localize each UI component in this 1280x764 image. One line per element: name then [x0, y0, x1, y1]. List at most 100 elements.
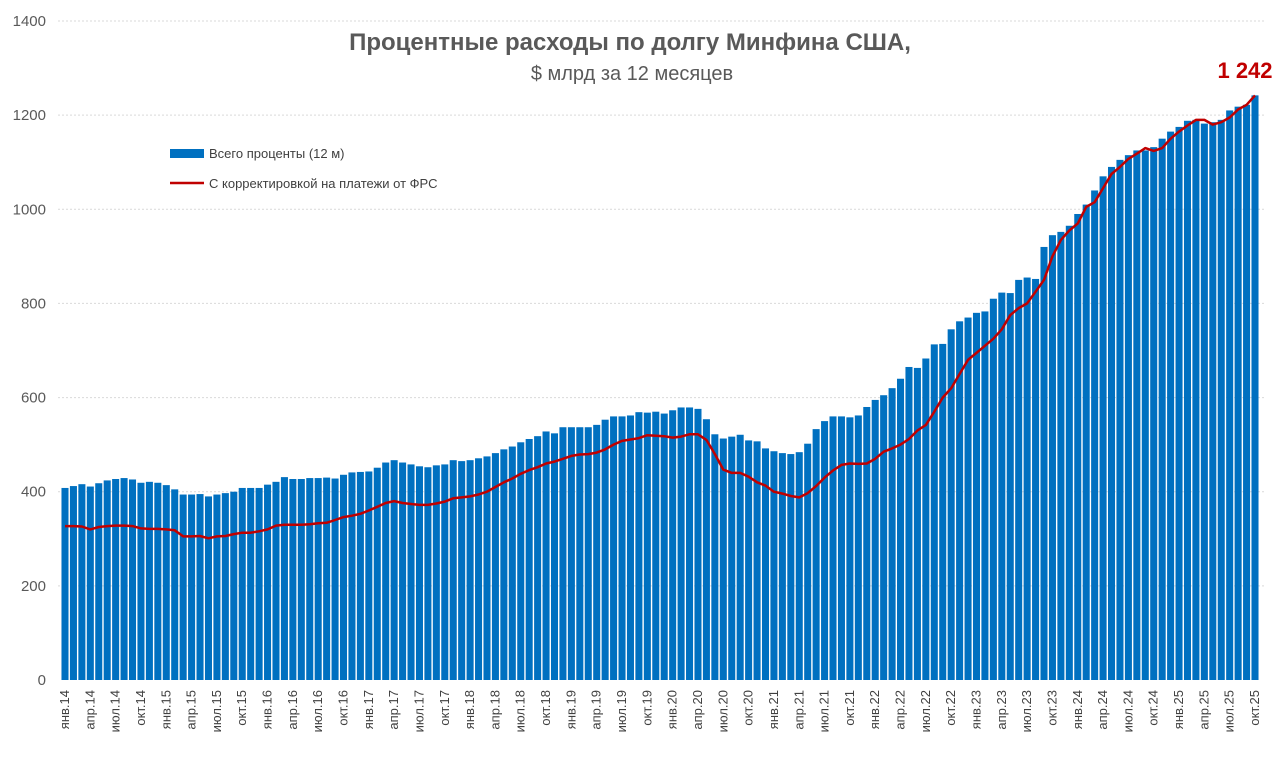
bar: [1023, 277, 1031, 680]
x-tick-label: окт.18: [538, 690, 553, 726]
bar: [736, 434, 744, 680]
x-tick-label: янв.20: [665, 690, 680, 729]
x-tick-label: июл.20: [715, 690, 730, 732]
bar: [1065, 225, 1073, 680]
bar: [593, 424, 601, 680]
x-axis-ticks: янв.14 апр.14 июл.14 окт.14 янв.15 апр.15 июл.…: [57, 690, 1262, 732]
bar: [230, 491, 238, 680]
x-tick-label: янв.25: [1171, 690, 1186, 729]
bar: [1116, 159, 1124, 680]
y-tick-label: 400: [21, 484, 46, 501]
bar: [989, 298, 997, 680]
bar: [264, 484, 272, 680]
bar: [888, 388, 896, 680]
bar: [947, 329, 955, 680]
bar: [1032, 278, 1040, 680]
x-tick-label: апр.24: [1095, 690, 1110, 730]
bar: [1226, 110, 1234, 680]
bar: [559, 427, 567, 680]
y-tick-label: 1400: [13, 13, 46, 30]
bar: [390, 460, 398, 680]
bar: [247, 487, 255, 680]
x-tick-label: апр.17: [386, 690, 401, 730]
chart-title: Процентные расходы по долгу Минфина США,: [349, 29, 911, 56]
bar: [1251, 95, 1259, 680]
last-value-label: 1 242: [1217, 58, 1272, 83]
bar: [1141, 150, 1149, 681]
bar: [1183, 120, 1192, 680]
bar: [154, 482, 162, 680]
bar: [204, 496, 212, 680]
bar: [120, 478, 128, 680]
bar: [1133, 150, 1141, 681]
x-tick-label: янв.24: [1070, 690, 1085, 729]
bar: [297, 479, 305, 680]
bar: [804, 443, 812, 680]
x-tick-label: янв.16: [260, 690, 275, 729]
y-tick-label: 0: [38, 672, 46, 689]
bar: [601, 419, 609, 680]
bar: [69, 486, 77, 680]
y-tick-label: 600: [21, 390, 46, 407]
bar: [128, 479, 137, 680]
bar: [272, 481, 280, 680]
bar: [1108, 166, 1116, 680]
bar: [981, 311, 989, 680]
legend: Всего проценты (12 м) С корректировкой н…: [170, 146, 437, 191]
bar: [711, 434, 719, 680]
bar: [930, 344, 938, 680]
bar: [196, 494, 204, 680]
x-tick-label: апр.20: [690, 690, 705, 730]
bar: [694, 408, 702, 680]
x-tick-label: июл.23: [1019, 690, 1034, 732]
bar: [1209, 122, 1217, 681]
x-tick-label: июл.24: [1120, 690, 1135, 732]
x-tick-label: апр.15: [184, 690, 199, 730]
bar: [837, 416, 845, 680]
bar: [1175, 126, 1183, 681]
bar: [500, 449, 508, 680]
bar: [112, 479, 120, 680]
bar: [314, 478, 322, 680]
bar: [491, 453, 499, 680]
x-tick-label: июл.15: [209, 690, 224, 732]
x-tick-label: янв.14: [57, 690, 72, 729]
bar: [238, 487, 246, 680]
bar: [939, 343, 947, 680]
x-tick-label: окт.17: [437, 690, 452, 726]
bar: [972, 312, 981, 680]
bar: [550, 433, 559, 680]
bar: [348, 472, 356, 680]
bar: [179, 494, 187, 680]
bar: [728, 436, 736, 680]
bar: [449, 460, 457, 680]
bar: [584, 427, 592, 680]
bar: [517, 442, 525, 680]
bar: [871, 399, 879, 680]
bar: [956, 321, 964, 680]
x-tick-label: окт.15: [234, 690, 249, 726]
bar: [686, 407, 694, 680]
bar: [778, 453, 786, 680]
bar: [407, 464, 415, 680]
bar: [399, 462, 407, 680]
bar: [1048, 235, 1056, 681]
bar: [78, 484, 86, 680]
x-tick-label: июл.21: [817, 690, 832, 732]
bar: [289, 479, 297, 680]
bar: [306, 478, 314, 680]
legend-label-bars: Всего проценты (12 м): [209, 146, 344, 161]
bar: [323, 477, 331, 680]
x-tick-label: янв.17: [361, 690, 376, 729]
bar: [373, 467, 381, 680]
bar: [221, 493, 229, 680]
bar: [86, 486, 94, 680]
bar: [1217, 119, 1225, 681]
bar: [483, 456, 491, 680]
bar: [475, 458, 483, 680]
bar: [508, 446, 516, 680]
x-tick-label: окт.16: [336, 690, 351, 726]
bar: [1200, 123, 1208, 680]
x-tick-label: апр.18: [487, 690, 502, 730]
